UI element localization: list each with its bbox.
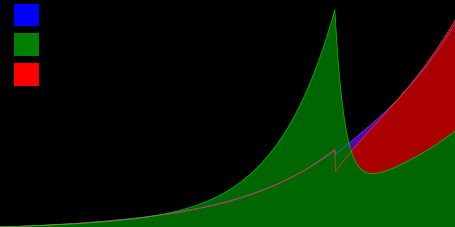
FancyBboxPatch shape (14, 5, 39, 27)
FancyBboxPatch shape (14, 34, 39, 57)
FancyBboxPatch shape (14, 64, 39, 86)
